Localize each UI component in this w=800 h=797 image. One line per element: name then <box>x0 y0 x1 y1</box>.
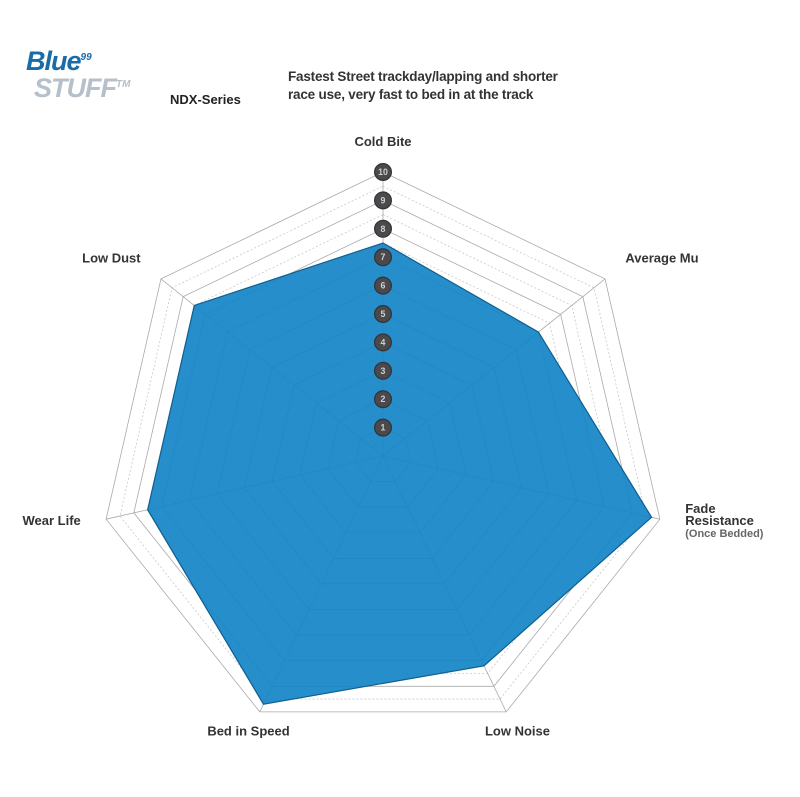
svg-text:Cold Bite: Cold Bite <box>354 134 411 149</box>
svg-text:3: 3 <box>381 366 386 376</box>
svg-text:2: 2 <box>381 394 386 404</box>
svg-text:1: 1 <box>381 423 386 433</box>
svg-text:5: 5 <box>381 309 386 319</box>
svg-text:9: 9 <box>381 195 386 205</box>
svg-text:Low Dust: Low Dust <box>82 251 141 266</box>
svg-text:4: 4 <box>381 337 386 347</box>
svg-text:8: 8 <box>381 224 386 234</box>
svg-text:Bed in Speed: Bed in Speed <box>207 723 289 738</box>
svg-text:Low Noise: Low Noise <box>485 723 550 738</box>
svg-text:6: 6 <box>381 281 386 291</box>
svg-text:Wear Life: Wear Life <box>22 513 80 528</box>
svg-text:7: 7 <box>381 252 386 262</box>
svg-text:10: 10 <box>378 167 388 177</box>
svg-text:Average Mu: Average Mu <box>625 251 698 266</box>
